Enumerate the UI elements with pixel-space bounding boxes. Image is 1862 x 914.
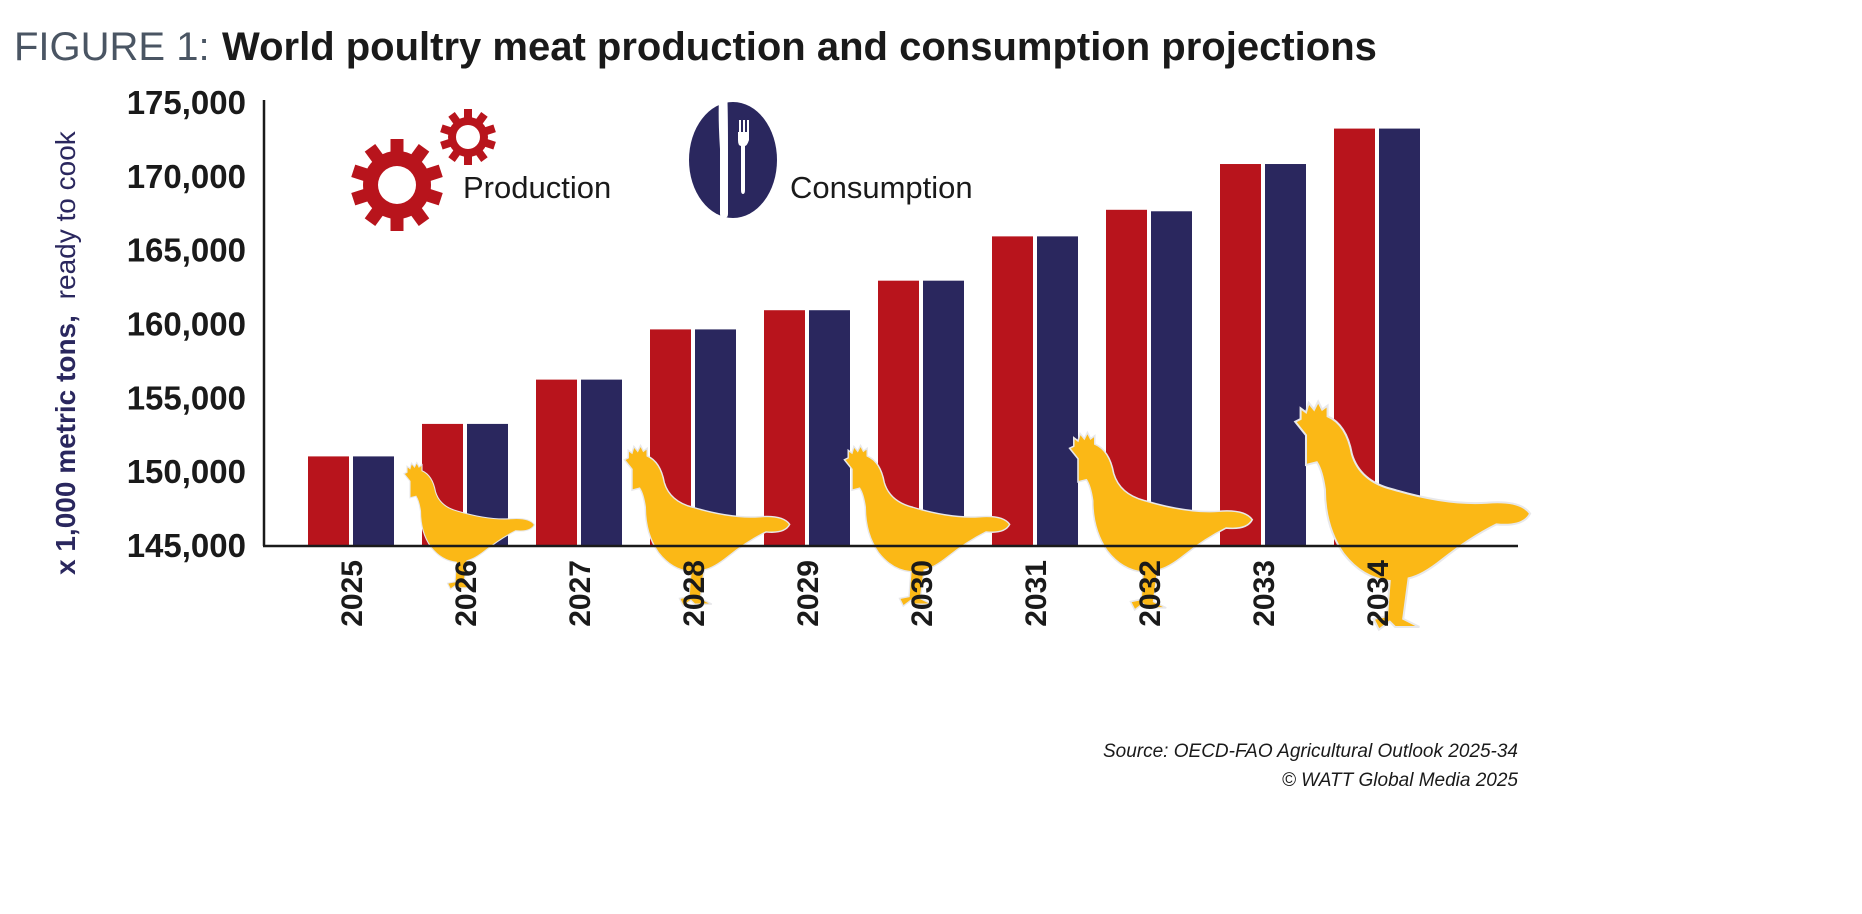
legend: Production Consumption [351,61,973,231]
y-tick-label: 155,000 [127,379,246,416]
bar-production-2031 [992,236,1033,546]
y-axis-label: x 1,000 metric tons, ready to cook [50,130,81,575]
chicken-silhouette [403,461,536,591]
chicken-decorations [403,399,1532,632]
source-note: Source: OECD-FAO Agricultural Outlook 20… [1103,741,1518,762]
chicken-silhouette [843,443,1011,608]
x-tick-label: 2028 [678,560,711,627]
chart-title: FIGURE 1: World poultry meat production … [14,25,1377,69]
y-axis-label-bold: x 1,000 metric tons, [50,315,81,575]
title-main: World poultry meat production and consum… [222,25,1377,69]
chicken-silhouette [623,443,791,608]
x-tick-label: 2031 [1020,560,1053,627]
x-tick-label: 2030 [906,560,939,627]
chicken-icon [843,443,1011,608]
x-tick-label: 2025 [336,560,369,627]
copyright-note: © WATT Global Media 2025 [1282,770,1519,791]
knife-fork-icon [689,61,777,218]
bar-consumption-2033 [1265,164,1306,545]
x-tick-label: 2032 [1134,560,1167,627]
y-tick-label: 145,000 [127,527,246,564]
bar-consumption-2034 [1379,128,1420,545]
bar-consumption-2032 [1151,211,1192,546]
bar-production-2025 [308,456,349,545]
y-tick-label: 150,000 [127,453,246,490]
y-tick-label: 165,000 [127,232,246,269]
x-tick-label: 2034 [1362,560,1395,627]
y-axis-label-normal: ready to cook [50,130,81,299]
bar-consumption-2031 [1037,236,1078,546]
bar-production-2027 [536,379,577,545]
bars [308,128,1420,546]
bar-production-2033 [1220,164,1261,545]
chicken-icon [403,461,536,591]
bar-production-2029 [764,310,805,545]
legend-production: Production [463,170,611,205]
chicken-icon [623,443,791,608]
y-axis-ticks: 145,000 150,000 155,000 160,000 165,000 170,0… [127,84,246,564]
x-tick-label: 2029 [792,560,825,627]
bar-consumption-2027 [581,379,622,545]
title-prefix: FIGURE 1: [14,25,210,69]
x-axis-ticks: 2025 2026 2027 2028 2029 2030 2031 2032 2033 2034 [336,560,1395,627]
bar-consumption-2029 [809,310,850,545]
legend-consumption: Consumption [790,170,973,205]
x-tick-label: 2026 [450,560,483,627]
bar-consumption-2030 [923,280,964,545]
bar-consumption-2025 [353,456,394,545]
bar-consumption-2028 [695,329,736,545]
y-tick-label: 170,000 [127,158,246,195]
gears-icon [351,109,496,231]
x-tick-label: 2033 [1248,560,1281,627]
y-tick-label: 160,000 [127,306,246,343]
x-tick-label: 2027 [564,560,597,627]
y-tick-label: 175,000 [127,84,246,121]
